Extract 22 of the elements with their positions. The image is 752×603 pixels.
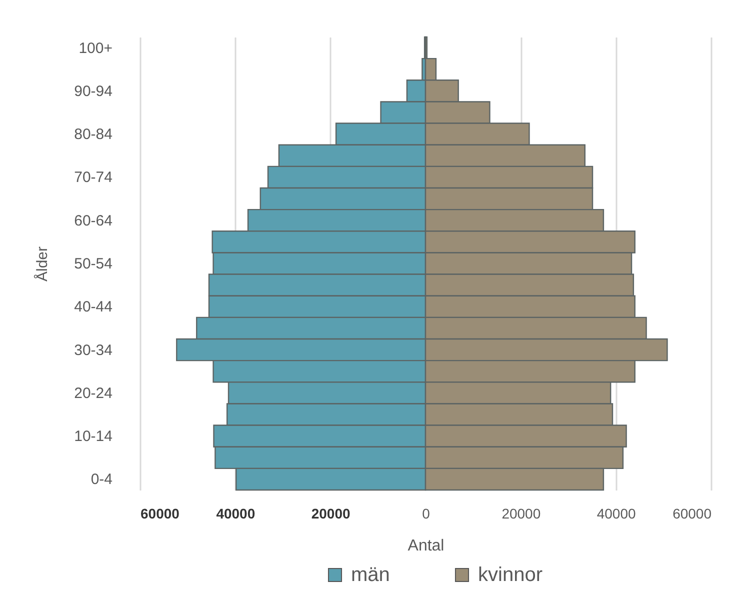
- x-tick-label: 40000: [216, 506, 256, 522]
- x-tick-label: 60000: [140, 506, 180, 522]
- y-tick-label: 10-14: [74, 428, 112, 446]
- y-tick-label: 90-94: [74, 82, 112, 100]
- legend-label: kvinnor: [478, 564, 543, 586]
- y-axis-title: Ålder: [33, 246, 52, 282]
- y-tick-label: 80-84: [74, 126, 112, 144]
- y-tick-label: 20-24: [74, 384, 112, 402]
- y-tick-label: 40-44: [74, 298, 112, 316]
- x-tick-label: 40000: [596, 506, 636, 522]
- x-tick-label: 0: [422, 506, 430, 522]
- legend-label: män: [351, 564, 390, 586]
- x-tick-label: 60000: [672, 506, 712, 522]
- y-tick-label: 50-54: [74, 256, 112, 272]
- y-tick-label: 70-74: [74, 169, 112, 186]
- y-tick-label: 0-4: [90, 471, 112, 488]
- x-tick-label: 20000: [502, 506, 541, 522]
- y-tick-label: 30-34: [74, 342, 112, 359]
- x-axis-title: Antal: [408, 538, 444, 554]
- y-tick-label: 60-64: [74, 212, 112, 230]
- x-tick-label: 20000: [311, 506, 351, 522]
- y-tick-label: 100+: [78, 40, 113, 57]
